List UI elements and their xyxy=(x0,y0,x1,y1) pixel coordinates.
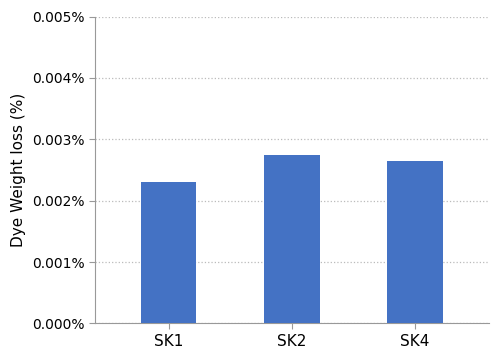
Bar xyxy=(388,161,442,324)
Bar xyxy=(141,182,197,324)
Y-axis label: Dye Weight loss (%): Dye Weight loss (%) xyxy=(11,93,26,247)
Bar xyxy=(264,155,320,324)
